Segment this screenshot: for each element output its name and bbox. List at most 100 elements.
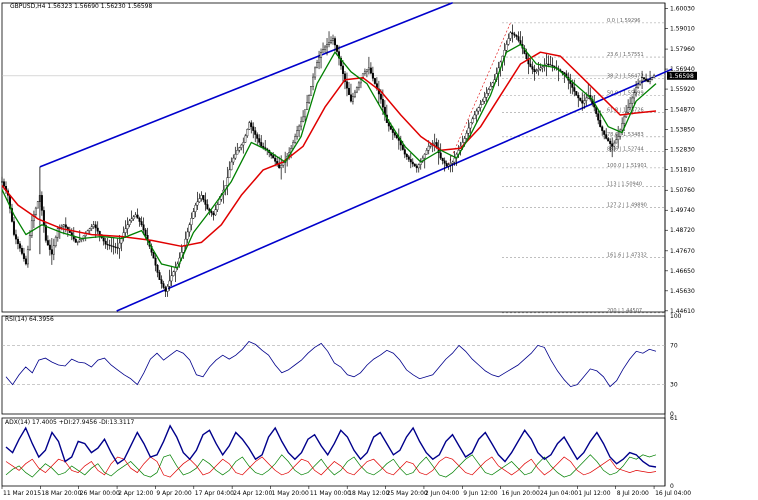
price-bar-body (535, 70, 538, 73)
x-tick-label: 11 May 00:00 (310, 490, 351, 497)
price-bar-body (355, 87, 358, 93)
y-tick-label: 1.53850 (670, 127, 695, 134)
price-bar-body (447, 164, 450, 167)
price-bar-body (316, 62, 319, 69)
price-bar-body (162, 283, 165, 288)
price-bar-body (312, 76, 315, 87)
price-bar-body (389, 125, 392, 130)
price-bars (1, 24, 656, 297)
price-bar-body (443, 160, 446, 164)
price-bar-body (605, 134, 608, 139)
fib-level-label: 113 | 1.50940 (607, 182, 642, 188)
y-tick-label: 1.51810 (670, 167, 695, 174)
price-bar-body (541, 66, 544, 69)
price-bar-body (320, 52, 323, 58)
price-bar-body (415, 165, 418, 169)
price-bar-body (1, 181, 4, 183)
x-tick-label: 24 Apr 12:00 (233, 490, 272, 497)
price-bar-body (409, 159, 412, 163)
price-bar-body (427, 146, 430, 151)
price-bar-body (371, 72, 374, 79)
price-bar-body (134, 214, 137, 218)
price-bar-body (156, 265, 159, 273)
price-bar-body (160, 279, 163, 284)
price-bar-body (401, 144, 404, 150)
price-bar-body (621, 123, 624, 131)
price-bar-body (429, 144, 432, 147)
price-bar-body (314, 67, 317, 78)
price-bar-body (471, 118, 474, 123)
price-bar-body (10, 208, 13, 222)
price-bar-body (341, 65, 344, 74)
price-bar-body (226, 177, 229, 186)
x-tick-label: 18 May 12:00 (348, 490, 389, 497)
price-bar-body (645, 78, 648, 81)
price-bar-body (130, 218, 133, 222)
price-bar-body (633, 92, 636, 99)
price-bar-body (218, 199, 221, 205)
price-bar-body (349, 94, 352, 102)
price-bar-body (88, 228, 91, 231)
price-bar-body (54, 236, 57, 246)
price-bar-body (138, 218, 141, 222)
price-bar-body (423, 153, 426, 159)
fib-level-label: 88.6 | 1.52744 (607, 146, 644, 152)
fib-level-label: 200 | 1.44507 (607, 308, 642, 314)
price-bar-body (98, 231, 101, 235)
price-bar-body (537, 69, 540, 71)
x-tick-label: 16 Jul 04:00 (655, 490, 691, 497)
price-bar-body (619, 129, 622, 137)
price-bar-body (367, 67, 370, 71)
price-bar-body (182, 246, 185, 253)
price-bar-body (102, 237, 105, 242)
price-bar-body (603, 130, 606, 135)
price-bar-body (485, 93, 488, 98)
price-bar-body (439, 152, 442, 159)
price-bar-body (22, 253, 25, 259)
price-bar-body (318, 57, 321, 63)
price-bar-body (425, 150, 428, 155)
price-bar-body (142, 224, 145, 231)
price-bar-body (509, 32, 512, 39)
price-bar-body (563, 72, 566, 74)
price-bar-body (86, 230, 89, 234)
price-bar-body (140, 221, 143, 225)
price-bar-body (453, 157, 456, 163)
price-bar-body (152, 251, 155, 259)
y-tick-label: 1.59010 (670, 25, 695, 32)
price-bar-body (479, 104, 482, 108)
price-bar-body (132, 216, 135, 220)
price-bar-body (64, 224, 67, 228)
x-tick-label: 16 Jun 20:00 (502, 490, 540, 497)
last-price-box (667, 71, 697, 80)
price-bar-body (507, 38, 510, 45)
x-tick-label: 11 Mar 2015 (3, 490, 41, 497)
price-bar-body (192, 211, 195, 219)
price-bar-body (597, 113, 600, 121)
price-bar-body (196, 201, 199, 206)
price-bar-body (52, 245, 55, 255)
price-bar-body (511, 32, 514, 35)
price-bar-body (2, 181, 5, 187)
price-bar-body (403, 149, 406, 155)
price-bar-body (339, 57, 342, 67)
price-bar-body (585, 97, 588, 101)
price-bar-body (571, 83, 574, 88)
y-tick-label: 1.55920 (670, 86, 695, 93)
price-bar-body (651, 77, 654, 80)
price-bar-body (407, 156, 410, 160)
price-bar-body (477, 107, 480, 112)
y-tick-label: 1.44610 (670, 308, 695, 315)
price-bar-body (487, 89, 490, 94)
x-tick-label: 25 May 20:00 (387, 490, 428, 497)
price-bar-body (260, 142, 263, 147)
price-bar-body (188, 224, 191, 233)
price-bar-body (282, 162, 285, 166)
price-bar-body (405, 153, 408, 157)
price-bar-body (204, 199, 207, 205)
price-bar-body (108, 244, 111, 246)
price-bar-body (246, 129, 249, 137)
price-bar-body (44, 225, 47, 241)
price-bar-body (106, 244, 109, 246)
price-bar-body (248, 122, 251, 130)
